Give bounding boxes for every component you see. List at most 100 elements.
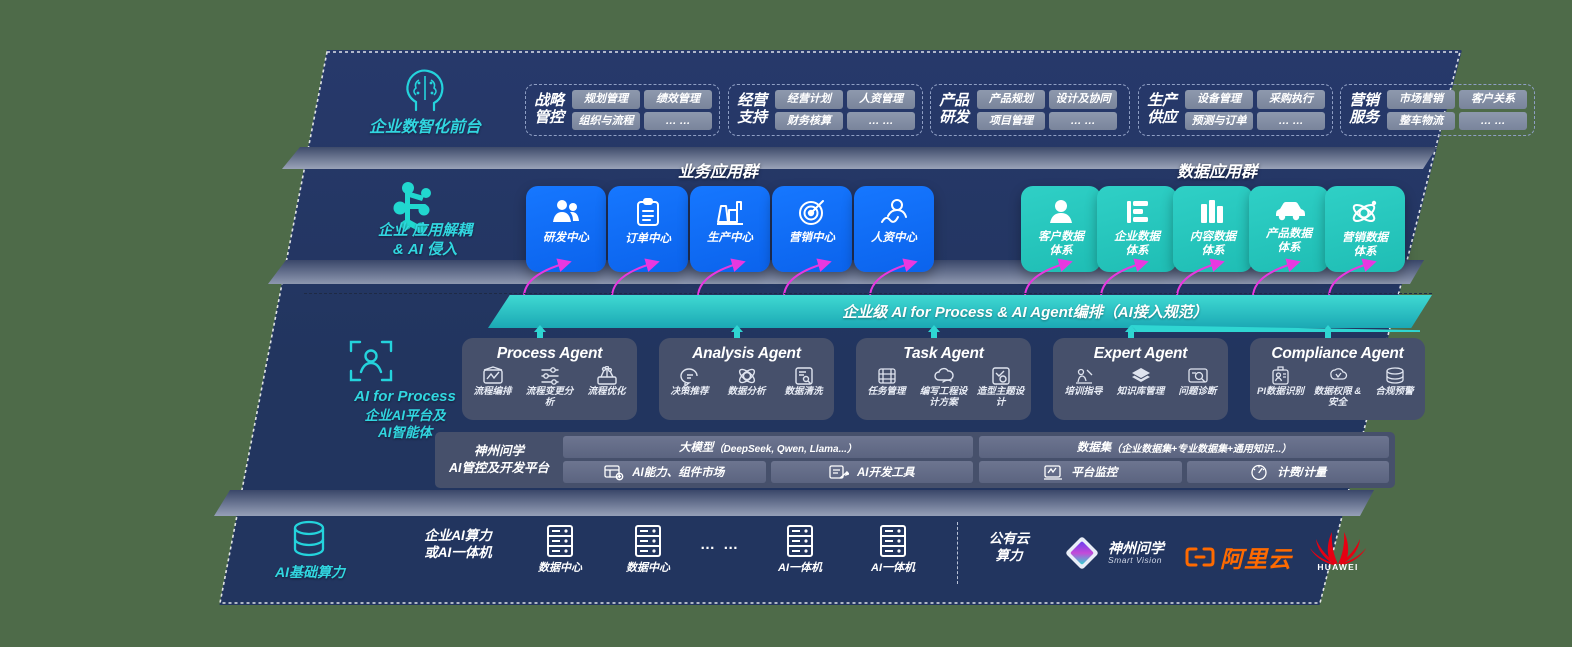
logo-huawei[interactable]: HUAWEI xyxy=(1308,530,1368,572)
row1-group-4[interactable]: 营销 服务 市场营销 客户关系 整车物流 … … xyxy=(1340,84,1535,136)
row1-group-1[interactable]: 经营 支持 经营计划 人资管理 财务核算 … … xyxy=(728,84,923,136)
platform-item-billing[interactable]: 计费/计量 xyxy=(1186,461,1389,483)
car-icon xyxy=(1276,202,1305,221)
agent-feature[interactable]: 任务管理 xyxy=(859,366,914,409)
target-icon xyxy=(799,200,824,225)
group-cell[interactable]: 经营计划 xyxy=(775,89,843,109)
group-cell[interactable]: 设备管理 xyxy=(1185,89,1253,109)
platform-item-dev-tools[interactable]: AI开发工具 xyxy=(770,461,973,483)
data-card-product[interactable]: 产品数据 体系 xyxy=(1249,186,1329,272)
shenzhou-diamond-icon xyxy=(1066,537,1098,569)
factory-icon xyxy=(717,201,743,225)
group-cell[interactable]: … … xyxy=(847,111,915,131)
agent-feature[interactable]: 流程编排 xyxy=(465,366,520,409)
design-doc-icon xyxy=(991,367,1010,385)
platform-llm-sub: （DeepSeek, Qwen, Llama...） xyxy=(713,443,857,455)
data-card-marketing[interactable]: 营销数据 体系 xyxy=(1325,186,1405,272)
app-card-order-center[interactable]: 订单中心 xyxy=(608,186,688,272)
ai-orchestration-banner[interactable]: 企业级 AI for Process & AI Agent编排（AI接入规范） xyxy=(488,295,1432,328)
agent-card-process[interactable]: Process Agent 流程编排 流程变更分析 流程优化 xyxy=(462,338,637,420)
data-card-customer[interactable]: 客户数据 体系 xyxy=(1021,186,1101,272)
feature-label: 知识库管理 xyxy=(1116,386,1165,397)
app-card-production-center[interactable]: 生产中心 xyxy=(690,186,770,272)
app-card-marketing-center[interactable]: 营销中心 xyxy=(772,186,852,272)
app-card-label: 人资中心 xyxy=(871,232,917,244)
feature-label: 培训指导 xyxy=(1064,386,1103,397)
rail-label-ai-for-process-en: AI for Process xyxy=(354,388,456,405)
group-cell[interactable]: 市场营销 xyxy=(1387,89,1455,109)
platform-item-label: AI能力、组件市场 xyxy=(632,467,725,479)
agent-feature[interactable]: 合规预警 xyxy=(1367,366,1422,409)
platform-llm-label: 大模型 xyxy=(679,442,714,454)
platform-llm-bar[interactable]: 大模型 （DeepSeek, Qwen, Llama...） xyxy=(563,436,973,458)
group-cells: 经营计划 人资管理 财务核算 … … xyxy=(775,89,915,131)
aliyun-icon xyxy=(1185,547,1215,567)
feature-label: 造型主题设计 xyxy=(976,386,1025,408)
group-cell[interactable]: … … xyxy=(644,111,712,131)
training-icon xyxy=(1075,368,1092,384)
agent-features: 决策推荐 数据分析 数据清洗 xyxy=(659,366,834,398)
agent-card-expert[interactable]: Expert Agent 培训指导 知识库管理 问题诊断 xyxy=(1053,338,1228,420)
agent-feature[interactable]: 数据分析 xyxy=(719,366,774,398)
agent-feature[interactable]: PI数据识别 xyxy=(1253,366,1308,409)
server-rack-icon xyxy=(880,525,906,557)
group-cell[interactable]: 整车物流 xyxy=(1387,111,1455,131)
platform-item-component-market[interactable]: AI能力、组件市场 xyxy=(563,461,766,483)
agent-feature[interactable]: 培训指导 xyxy=(1056,366,1111,398)
platform-dataset-bar[interactable]: 数据集 （企业数据集+专业数据集+通用知识...） xyxy=(979,436,1389,458)
row1-group-3[interactable]: 生产 供应 设备管理 采购执行 预测与订单 … … xyxy=(1138,84,1333,136)
agent-feature[interactable]: 流程变更分析 xyxy=(522,366,577,409)
data-card-content[interactable]: 内容数据 体系 xyxy=(1173,186,1253,272)
group-cell[interactable]: 规划管理 xyxy=(572,89,640,109)
logo-shenzhou[interactable]: 神州问学 Smart Vision xyxy=(1062,533,1164,573)
agent-card-compliance[interactable]: Compliance Agent PI数据识别 数据权限 & 安全 合规预警 xyxy=(1250,338,1425,420)
group-cell[interactable]: 绩效管理 xyxy=(644,89,712,109)
agent-feature[interactable]: 决策推荐 xyxy=(662,366,717,398)
infra-divider xyxy=(957,522,958,584)
logo-name: 阿里云 xyxy=(1220,546,1292,572)
platform-item-monitor[interactable]: 平台监控 xyxy=(979,461,1182,483)
task-net-icon xyxy=(877,368,896,384)
app-card-rnd-center[interactable]: 研发中心 xyxy=(526,186,606,272)
row1-group-0[interactable]: 战略 管控 规划管理 绩效管理 组织与流程 … … xyxy=(525,84,720,136)
infra-ai-appliance-2[interactable]: AI一体机 xyxy=(858,524,928,576)
group-cell[interactable]: 人资管理 xyxy=(847,89,915,109)
group-cell[interactable]: 设计及协同 xyxy=(1049,89,1117,109)
group-cell[interactable]: … … xyxy=(1049,111,1117,131)
feature-label: 合规预警 xyxy=(1375,386,1414,397)
agent-features: PI数据识别 数据权限 & 安全 合规预警 xyxy=(1250,366,1425,409)
agent-card-analysis[interactable]: Analysis Agent 决策推荐 数据分析 数据清洗 xyxy=(659,338,834,420)
agent-feature[interactable]: 编写工程设计方案 xyxy=(916,366,971,409)
group-cell[interactable]: 客户关系 xyxy=(1459,89,1527,109)
group-cell[interactable]: 采购执行 xyxy=(1257,89,1325,109)
group-cells: 规划管理 绩效管理 组织与流程 … … xyxy=(572,89,712,131)
row1-group-2[interactable]: 产品 研发 产品规划 设计及协同 项目管理 … … xyxy=(930,84,1130,136)
agent-feature[interactable]: 知识库管理 xyxy=(1113,366,1168,398)
infra-datacenter-1[interactable]: 数据中心 xyxy=(525,524,595,576)
group-cell[interactable]: … … xyxy=(1459,111,1527,131)
app-card-hr-center[interactable]: 人资中心 xyxy=(854,186,934,272)
group-cell[interactable]: 预测与订单 xyxy=(1185,111,1253,131)
app-card-label: 生产中心 xyxy=(707,232,753,244)
agent-name: Compliance Agent xyxy=(1271,345,1404,362)
group-cell[interactable]: 财务核算 xyxy=(775,111,843,131)
atom-icon xyxy=(1352,200,1377,223)
agent-feature[interactable]: 造型主题设计 xyxy=(973,366,1028,409)
group-cell[interactable]: 项目管理 xyxy=(977,111,1045,131)
group-cell[interactable]: 组织与流程 xyxy=(572,111,640,131)
infra-datacenter-2[interactable]: 数据中心 xyxy=(613,524,683,576)
agent-feature[interactable]: 流程优化 xyxy=(579,366,634,409)
agent-card-task[interactable]: Task Agent 任务管理 编写工程设计方案 造型主题设计 xyxy=(856,338,1031,420)
data-card-enterprise[interactable]: 企业数据 体系 xyxy=(1097,186,1177,272)
logo-aliyun[interactable]: 阿里云 xyxy=(1185,540,1292,574)
agent-feature[interactable]: 数据权限 & 安全 xyxy=(1310,366,1365,409)
user-avatar-icon xyxy=(1050,200,1072,223)
group-title: 营销 服务 xyxy=(1349,92,1379,126)
agent-feature[interactable]: 问题诊断 xyxy=(1170,366,1225,398)
group-cell[interactable]: … … xyxy=(1257,111,1325,131)
infra-ai-appliance-1[interactable]: AI一体机 xyxy=(765,524,835,576)
group-cell[interactable]: 产品规划 xyxy=(977,89,1045,109)
sliders-icon xyxy=(540,367,559,385)
agent-name: Analysis Agent xyxy=(692,345,801,362)
agent-feature[interactable]: 数据清洗 xyxy=(776,366,831,398)
